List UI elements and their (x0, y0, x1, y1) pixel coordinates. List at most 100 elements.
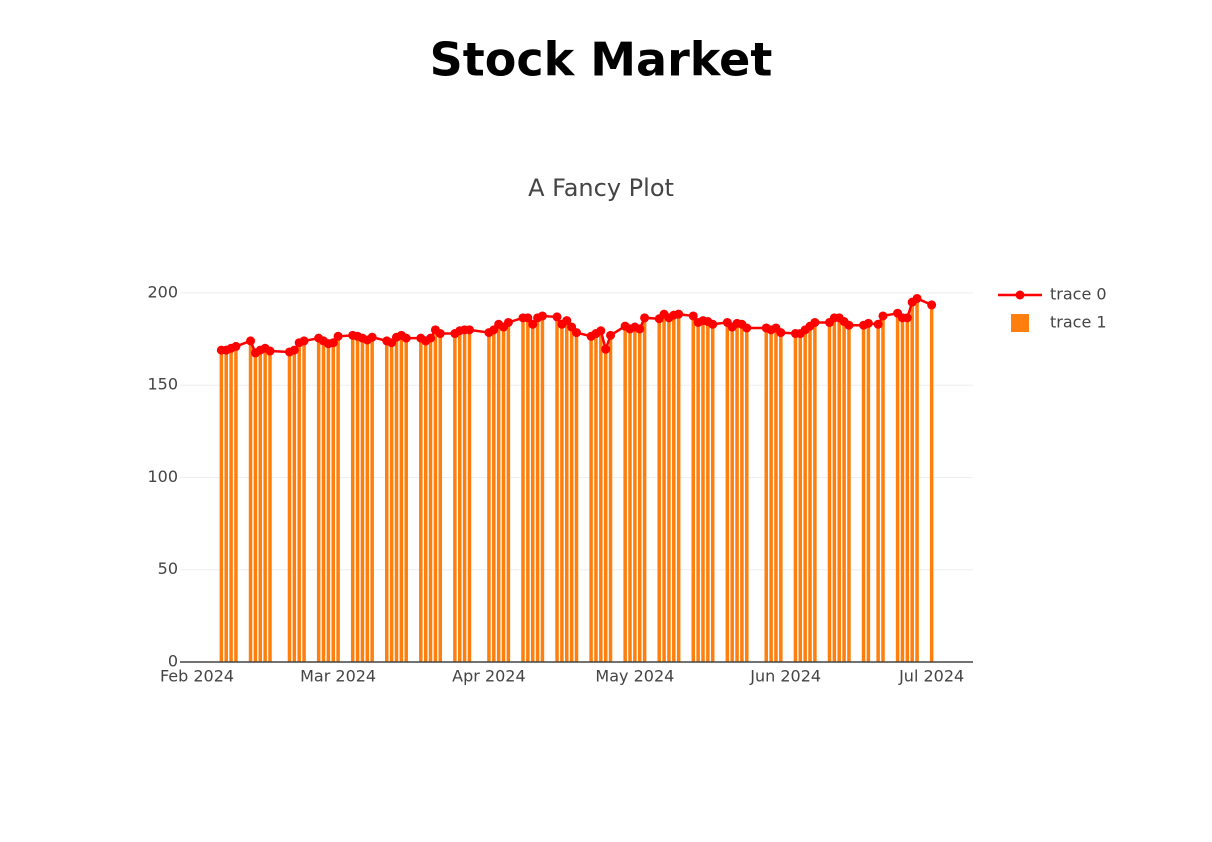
bar (355, 336, 360, 662)
bar (910, 302, 914, 662)
bar (467, 329, 472, 662)
bar (428, 338, 433, 662)
y-tick-label: 100 (147, 467, 178, 486)
line-marker (708, 319, 718, 329)
bar (905, 317, 910, 662)
line-marker (552, 312, 562, 322)
bar (316, 338, 321, 662)
bar (399, 335, 404, 662)
bar (365, 339, 370, 662)
bar (263, 348, 267, 662)
line-marker (537, 311, 547, 321)
bar (608, 335, 613, 662)
bar (574, 332, 579, 662)
bar (740, 324, 744, 662)
bar (453, 333, 457, 662)
line-marker (844, 320, 854, 330)
bar (662, 314, 666, 662)
legend-label: trace 0 (1050, 285, 1107, 304)
line-marker (810, 317, 820, 327)
bar (710, 324, 715, 662)
bar (457, 330, 462, 662)
line-marker (863, 318, 873, 328)
bar (506, 322, 511, 662)
line-marker (435, 329, 445, 339)
bar (423, 340, 428, 662)
bar (637, 328, 642, 662)
line-marker (596, 326, 606, 336)
bar (803, 329, 807, 662)
bar (234, 346, 238, 662)
bar (774, 327, 778, 662)
line-marker (289, 345, 299, 355)
y-tick-label: 150 (147, 375, 178, 394)
line-marker (776, 328, 786, 338)
bar (248, 340, 253, 662)
bar (657, 318, 661, 662)
bar (224, 350, 228, 662)
bar (419, 338, 423, 662)
bar (331, 342, 335, 662)
chart-title: Stock Market (430, 33, 773, 87)
line-marker (572, 328, 581, 338)
bar (326, 343, 331, 662)
bar (385, 340, 389, 662)
line-marker (523, 313, 533, 323)
bar (565, 320, 569, 662)
bar (492, 329, 496, 662)
bar (633, 327, 637, 662)
bar (229, 348, 233, 662)
line-marker (674, 309, 684, 319)
bar (676, 314, 681, 662)
bar (603, 349, 608, 662)
bar (764, 327, 768, 662)
line-series (216, 293, 937, 358)
bar (219, 350, 224, 662)
bar (521, 317, 525, 662)
bar (667, 317, 671, 662)
bar (881, 315, 885, 662)
bar (394, 337, 399, 662)
line-marker (528, 319, 538, 329)
line-marker (231, 341, 241, 351)
x-tick-label: Jul 2024 (898, 667, 964, 686)
bar (433, 329, 438, 662)
bar (350, 335, 355, 662)
bar (253, 352, 258, 662)
bar (404, 338, 408, 662)
bar (438, 333, 443, 662)
bar (706, 321, 710, 662)
bar (360, 338, 365, 662)
line-marker (927, 300, 937, 310)
line-marker (902, 313, 912, 323)
bar-series (219, 298, 934, 662)
y-tick-label: 200 (147, 282, 178, 301)
bar (813, 322, 817, 662)
bar (321, 340, 326, 662)
line-marker (878, 311, 888, 321)
bar (268, 351, 272, 662)
bar (861, 325, 866, 662)
bar (336, 336, 340, 662)
line-marker (606, 330, 616, 340)
bar (540, 315, 545, 662)
bar (895, 313, 900, 662)
legend-swatch (1011, 314, 1029, 332)
line-marker (299, 336, 309, 346)
bar (526, 317, 530, 662)
bar (487, 332, 491, 662)
bar (370, 337, 374, 662)
line-marker (912, 293, 922, 303)
bar (462, 329, 467, 662)
bar (808, 326, 812, 662)
line-marker (503, 317, 513, 327)
y-tick-label: 0 (168, 652, 178, 671)
bar (672, 315, 676, 662)
bar (628, 328, 632, 662)
bar (389, 342, 394, 662)
bar (832, 317, 837, 662)
x-tick-label: Apr 2024 (452, 667, 525, 686)
bar (735, 323, 739, 662)
bar (725, 322, 730, 662)
